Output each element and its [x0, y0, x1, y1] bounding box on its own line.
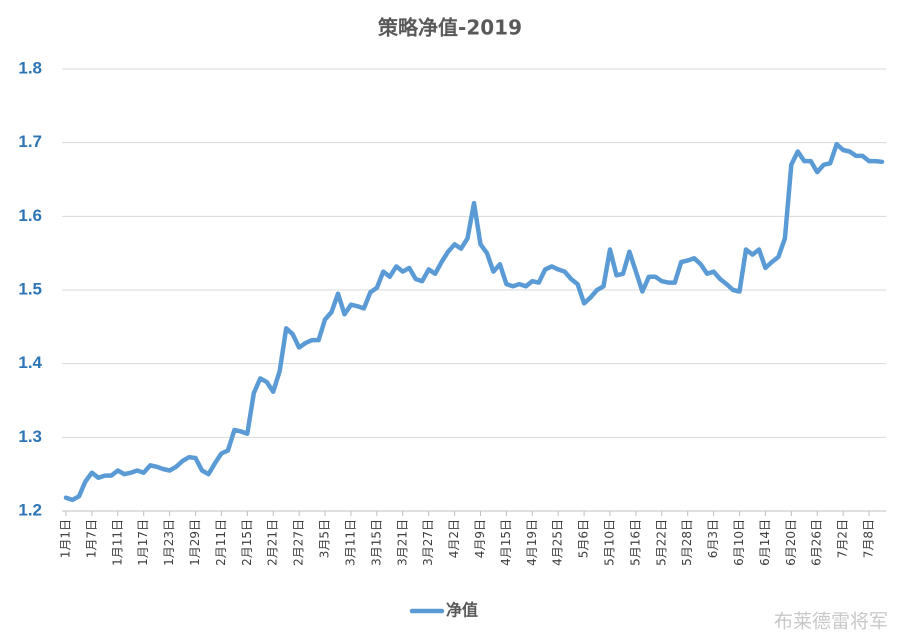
x-tick-label: 1月29日: [188, 519, 202, 566]
legend-label: 净值: [446, 601, 478, 620]
x-tick-label: 4月9日: [473, 519, 487, 558]
y-tick-label: 1.7: [18, 132, 42, 151]
x-tick-label: 5月16日: [628, 519, 642, 566]
x-tick-label: 3月27日: [421, 519, 435, 566]
x-tick-label: 1月23日: [162, 519, 176, 566]
y-tick-label: 1.5: [18, 279, 42, 298]
chart-title: 策略净值-2019: [378, 16, 522, 40]
x-tick-label: 4月15日: [499, 519, 513, 566]
x-tick-label: 3月21日: [395, 519, 409, 566]
y-tick-label: 1.4: [18, 353, 42, 372]
y-tick-label: 1.3: [18, 427, 42, 446]
x-tick-label: 6月3日: [706, 519, 720, 558]
x-tick-label: 6月10日: [732, 519, 746, 566]
x-tick-label: 1月17日: [136, 519, 150, 566]
line-series: [63, 141, 885, 503]
x-tick-label: 3月15日: [369, 519, 383, 566]
x-tick-label: 5月10日: [603, 519, 617, 566]
x-tick-label: 1月11日: [110, 519, 124, 566]
x-tick-label: 2月15日: [240, 519, 254, 566]
x-tick-label: 7月8日: [862, 519, 876, 558]
x-tick-label: 5月28日: [680, 519, 694, 566]
x-tick-label: 6月26日: [810, 519, 824, 566]
x-tick-label: 3月11日: [343, 519, 357, 566]
x-tick-label: 5月6日: [577, 519, 591, 558]
x-tick-label: 2月21日: [266, 519, 280, 566]
x-tick-label: 7月2日: [836, 519, 850, 558]
x-tick-label: 2月27日: [292, 519, 306, 566]
x-tick-label: 4月19日: [525, 519, 539, 566]
y-tick-label: 1.6: [18, 206, 42, 225]
x-tick-label: 6月14日: [758, 519, 772, 566]
x-tick-label: 2月11日: [214, 519, 228, 566]
y-tick-label: 1.8: [18, 58, 42, 77]
x-tick-label: 1月1日: [59, 519, 73, 558]
watermark: 布莱德雷将军: [774, 611, 888, 633]
x-tick-label: 1月7日: [84, 519, 98, 558]
x-tick-label: 6月20日: [784, 519, 798, 566]
x-tick-label: 5月22日: [654, 519, 668, 566]
x-tick-label: 3月5日: [318, 519, 332, 558]
x-tick-label: 4月2日: [447, 519, 461, 558]
y-tick-label: 1.2: [18, 500, 42, 519]
x-tick-label: 4月25日: [551, 519, 565, 566]
